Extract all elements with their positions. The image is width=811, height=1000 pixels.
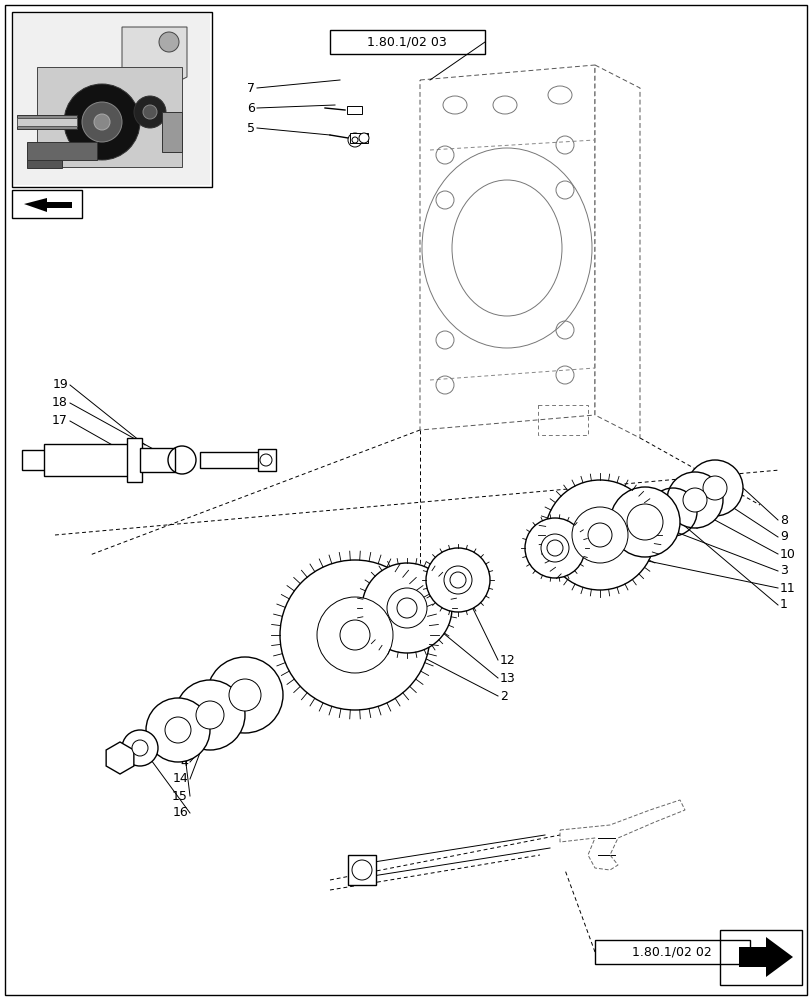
Polygon shape [419,65,594,430]
Bar [22,450,47,470]
Circle shape [426,548,489,612]
Polygon shape [594,65,639,438]
Text: 14: 14 [172,772,188,786]
Bar [12,12,212,187]
Bar [162,112,182,152]
Circle shape [134,96,165,128]
Text: 4: 4 [180,756,188,768]
Circle shape [122,730,158,766]
Circle shape [146,698,210,762]
Bar [200,452,260,468]
Bar [594,940,749,964]
Bar [139,448,175,472]
Circle shape [547,540,562,556]
Circle shape [351,137,358,143]
Bar [12,190,82,218]
Polygon shape [24,198,72,212]
Circle shape [132,740,148,756]
Circle shape [195,701,224,729]
Circle shape [682,488,706,512]
Bar [17,115,77,129]
Text: 1.80.1/02 03: 1.80.1/02 03 [367,35,446,48]
Polygon shape [37,67,182,167]
Text: 17: 17 [52,414,68,428]
Circle shape [280,560,430,710]
Circle shape [387,588,427,628]
Bar [17,118,77,126]
Circle shape [229,679,260,711]
Bar [127,438,142,482]
Bar [14,14,210,185]
Circle shape [175,680,245,750]
Text: 15: 15 [172,790,188,802]
Circle shape [207,657,283,733]
Circle shape [351,860,371,880]
Text: 12: 12 [500,654,515,666]
Circle shape [587,523,611,547]
Text: 6: 6 [247,102,255,114]
Bar [258,449,276,471]
Circle shape [64,84,139,160]
Text: 18: 18 [52,396,68,410]
Text: 1.80.1/02 02: 1.80.1/02 02 [631,946,711,958]
Bar [27,142,97,160]
Bar [346,106,362,114]
Circle shape [362,563,452,653]
Circle shape [666,472,722,528]
Text: 19: 19 [52,378,68,391]
Circle shape [626,504,663,540]
Polygon shape [106,742,134,774]
Bar [719,930,801,985]
Text: 8: 8 [779,514,787,526]
Circle shape [686,460,742,516]
Text: 16: 16 [172,806,188,820]
Circle shape [540,534,569,562]
Circle shape [348,133,362,147]
Circle shape [397,598,417,618]
Circle shape [571,507,627,563]
Circle shape [358,133,368,143]
Bar [538,405,587,435]
Bar [329,30,484,54]
Polygon shape [122,27,187,92]
Bar [350,133,367,143]
Circle shape [94,114,109,130]
Circle shape [544,480,654,590]
Polygon shape [738,937,792,977]
Text: 11: 11 [779,582,795,594]
Circle shape [340,620,370,650]
Circle shape [165,717,191,743]
Bar [44,444,129,476]
Circle shape [159,32,178,52]
Text: 10: 10 [779,548,795,560]
Text: 9: 9 [779,530,787,544]
Circle shape [609,487,679,557]
Text: 13: 13 [500,672,515,684]
Circle shape [316,597,393,673]
Circle shape [82,102,122,142]
Text: 7: 7 [247,82,255,95]
Circle shape [260,454,272,466]
Circle shape [143,105,157,119]
Text: 2: 2 [500,690,507,702]
Circle shape [525,518,584,578]
Circle shape [449,572,466,588]
Text: 1: 1 [779,598,787,611]
Circle shape [702,476,726,500]
Bar [27,160,62,168]
Text: 3: 3 [779,564,787,578]
Text: 5: 5 [247,121,255,134]
Circle shape [444,566,471,594]
Bar [348,855,375,885]
